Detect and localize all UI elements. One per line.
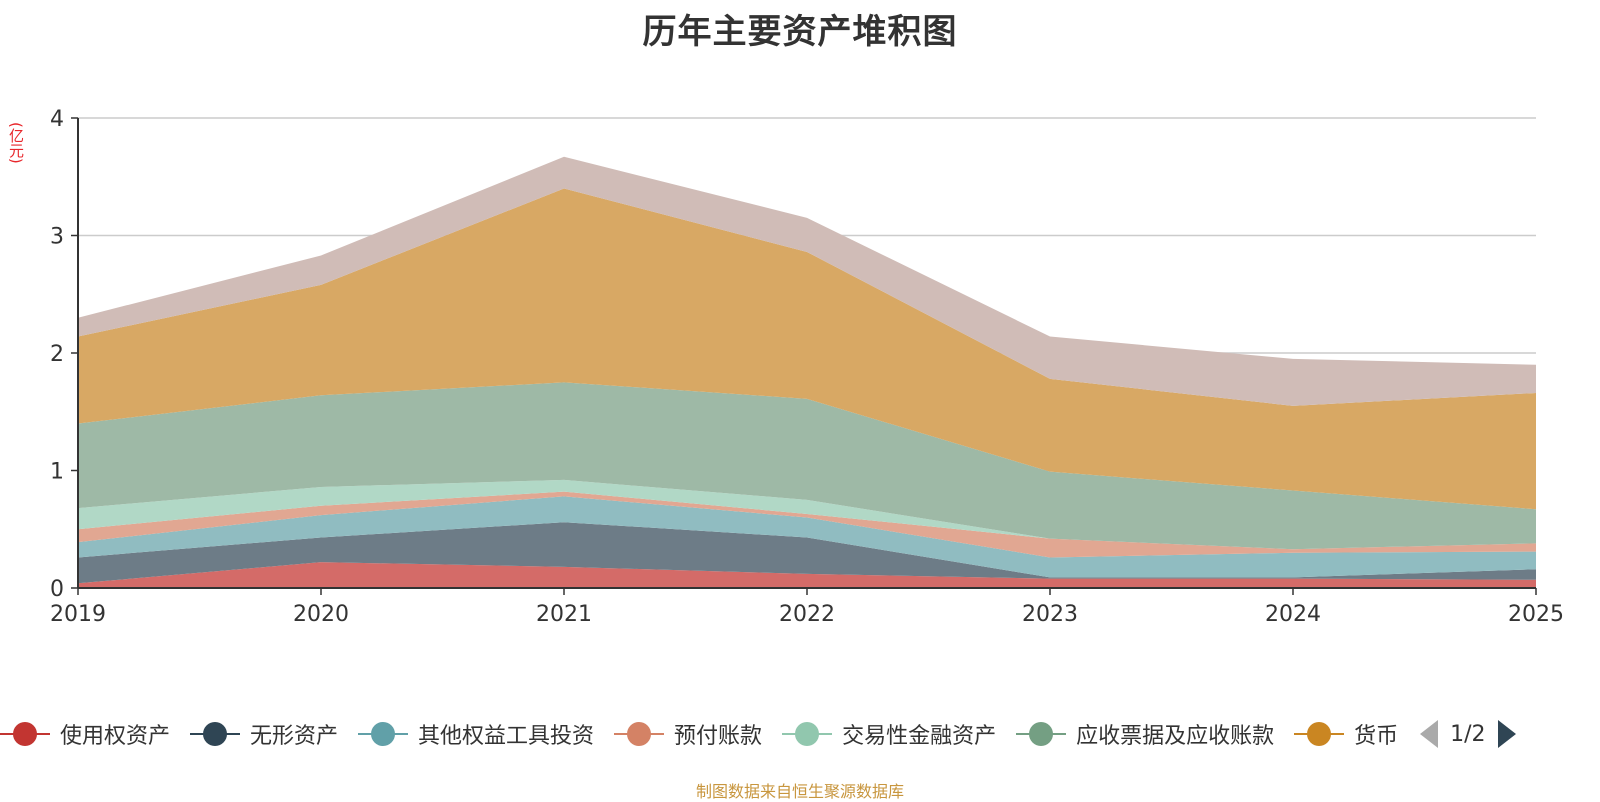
legend-marker-icon	[782, 721, 833, 747]
legend-item[interactable]: 使用权资产	[0, 718, 170, 750]
pager-prev-icon[interactable]	[1420, 720, 1439, 748]
area-series-2[interactable]	[78, 496, 1536, 578]
pager-text: 1/2	[1450, 721, 1486, 747]
legend-item[interactable]: 无形资产	[190, 718, 338, 750]
area-series-7[interactable]	[78, 156, 1536, 406]
area-series-6[interactable]	[78, 188, 1536, 510]
x-tick-label: 2025	[1508, 602, 1564, 627]
y-tick-label: 0	[50, 577, 64, 602]
legend-label: 其他权益工具投资	[418, 724, 595, 749]
y-tick-label: 4	[50, 107, 64, 132]
legend-item[interactable]: 交易性金融资产	[782, 718, 996, 750]
x-tick-label: 2020	[293, 602, 349, 627]
x-tick-label: 2021	[536, 602, 592, 627]
pager-next-icon[interactable]	[1497, 720, 1516, 748]
legend-label: 无形资产	[250, 724, 339, 749]
legend-item[interactable]: 预付账款	[614, 718, 762, 750]
y-axis-unit-label: (亿元)	[7, 122, 25, 164]
legend-marker-icon	[1294, 721, 1345, 747]
legend-label: 应收票据及应收账款	[1076, 724, 1275, 749]
area-series-3[interactable]	[78, 491, 1536, 558]
x-tick-label: 2023	[1022, 602, 1078, 627]
area-series-5[interactable]	[78, 382, 1536, 550]
x-tick-label: 2022	[779, 602, 835, 627]
stacked-area-chart: 0 1 2 3 4 2019 2020 2021 2022 2023 2024 2025	[50, 107, 1564, 627]
legend-item[interactable]: 其他权益工具投资	[358, 718, 594, 750]
legend-label: 使用权资产	[60, 724, 171, 749]
legend-item[interactable]: 货币	[1294, 718, 1398, 750]
chart-title: 历年主要资产堆积图	[642, 12, 958, 52]
y-tick-label: 1	[50, 460, 64, 485]
legend-pager: 1/2	[1420, 720, 1516, 748]
legend-marker-icon	[1016, 721, 1067, 747]
area-series-4[interactable]	[78, 479, 1536, 550]
legend-marker-icon	[614, 721, 665, 747]
legend-label: 交易性金融资产	[842, 724, 997, 749]
legend-marker-icon	[0, 721, 50, 747]
x-tick-label: 2019	[50, 602, 106, 627]
legend-label: 货币	[1354, 724, 1399, 749]
legend-marker-icon	[190, 721, 241, 747]
legend-marker-icon	[358, 721, 409, 747]
data-source-footer: 制图数据来自恒生聚源数据库	[695, 782, 904, 801]
axes: 0 1 2 3 4 2019 2020 2021 2022 2023 2024 2025	[50, 107, 1564, 627]
y-tick-label: 3	[50, 225, 64, 250]
x-tick-label: 2024	[1265, 602, 1321, 627]
legend: 使用权资产 无形资产 其他权益工具投资 预付账款 交易性金融资产 应收票据及应收账款 货币 1…	[0, 716, 1600, 752]
y-tick-label: 2	[50, 342, 64, 367]
area-series-1[interactable]	[78, 522, 1536, 584]
area-series	[78, 156, 1536, 588]
legend-label: 预付账款	[674, 724, 763, 749]
legend-item[interactable]: 应收票据及应收账款	[1016, 718, 1274, 750]
area-series-0[interactable]	[78, 562, 1536, 588]
